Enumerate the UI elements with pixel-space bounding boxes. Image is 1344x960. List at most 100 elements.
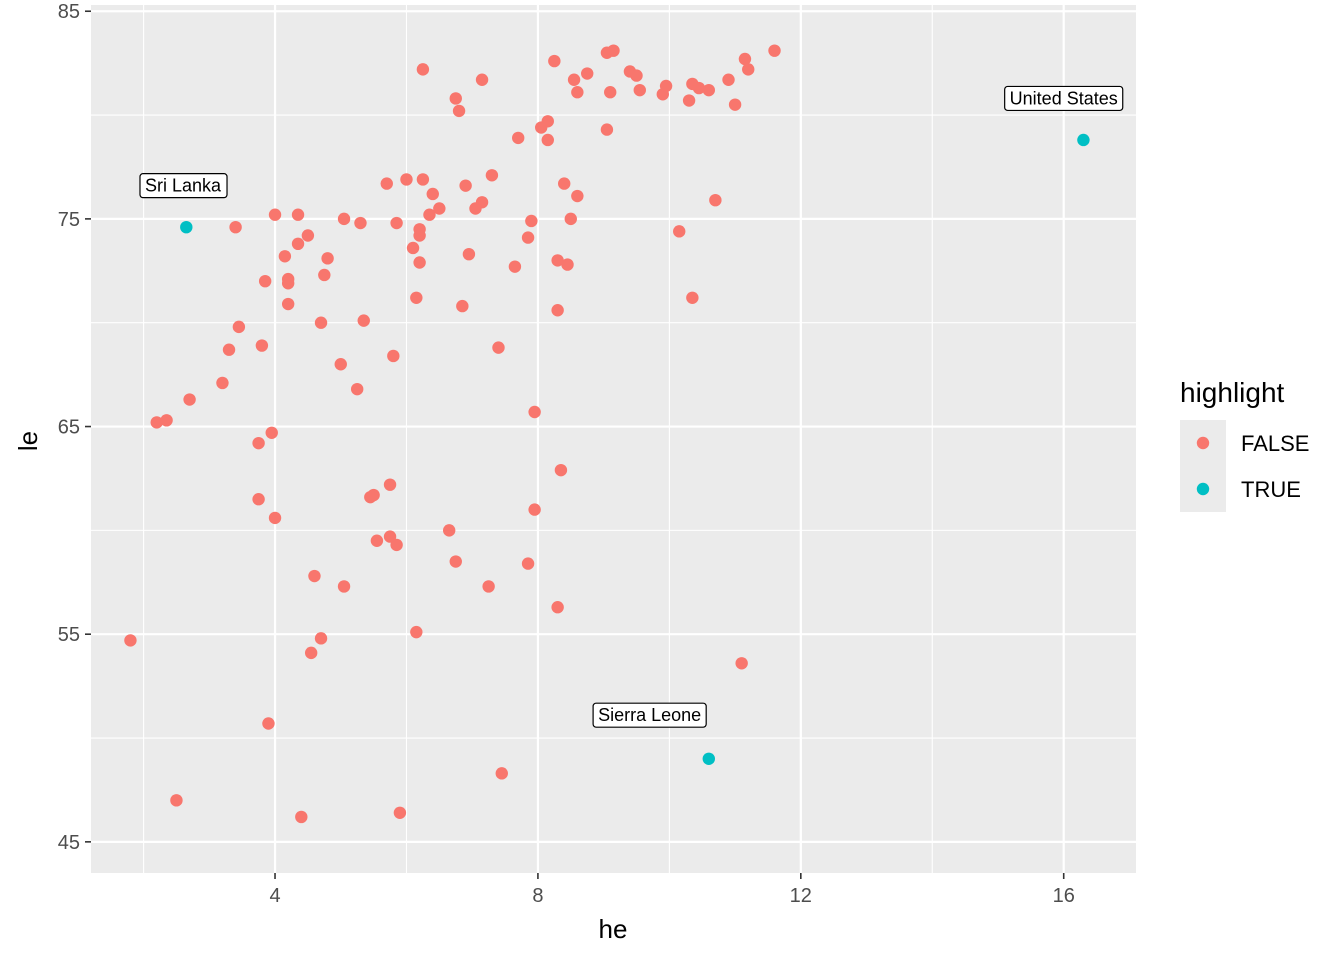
- data-point-false: [291, 237, 305, 251]
- data-points: [124, 44, 1090, 824]
- y-tick-label: 45: [58, 832, 80, 854]
- data-point-false: [410, 625, 423, 639]
- data-point-false: [630, 69, 643, 82]
- data-point-false: [124, 634, 137, 647]
- data-point-true: [1077, 133, 1090, 147]
- data-point-false: [318, 268, 331, 282]
- data-point-false: [334, 358, 347, 371]
- data-point-false: [337, 212, 351, 226]
- data-point-false: [554, 463, 568, 477]
- data-point-false: [492, 341, 505, 354]
- data-point-false: [709, 193, 722, 207]
- legend-title: highlight: [1180, 377, 1285, 408]
- data-point-false: [561, 258, 574, 271]
- data-point-false: [581, 67, 594, 80]
- data-point-false: [268, 511, 282, 525]
- data-point-false: [482, 580, 495, 593]
- data-point-false: [337, 580, 351, 593]
- annotation-text: Sierra Leone: [598, 705, 701, 725]
- data-point-false: [301, 229, 315, 242]
- data-point-false: [423, 208, 436, 221]
- data-point-false: [370, 534, 384, 547]
- annotation-label: Sierra Leone: [592, 702, 707, 728]
- data-point-false: [607, 44, 620, 57]
- y-tick-label: 65: [58, 417, 80, 439]
- data-point-false: [295, 810, 308, 824]
- data-point-false: [387, 349, 400, 363]
- data-point-false: [265, 426, 278, 439]
- x-tick-label: 16: [1053, 885, 1075, 907]
- data-point-false: [183, 393, 196, 406]
- data-point-false: [416, 63, 430, 76]
- data-point-false: [521, 557, 535, 570]
- data-point-false: [571, 189, 584, 203]
- data-point-false: [357, 314, 370, 327]
- data-point-false: [380, 177, 393, 190]
- data-point-false: [551, 601, 564, 614]
- data-point-false: [564, 212, 577, 226]
- data-point-false: [314, 316, 328, 329]
- y-tick-label: 55: [58, 624, 80, 646]
- data-point-false: [393, 806, 407, 819]
- data-point-false: [485, 169, 499, 182]
- data-point-false: [528, 503, 541, 516]
- data-point-false: [416, 173, 430, 186]
- data-point-false: [475, 196, 489, 209]
- data-point-false: [433, 202, 446, 215]
- x-axis-title: he: [599, 914, 628, 944]
- data-point-false: [350, 382, 364, 396]
- data-point-false: [426, 187, 439, 201]
- data-point-false: [456, 299, 469, 313]
- data-point-false: [686, 291, 699, 304]
- data-point-false: [600, 123, 614, 136]
- data-point-false: [571, 86, 584, 99]
- data-point-false: [541, 115, 554, 128]
- data-point-false: [255, 339, 269, 352]
- legend: highlight FALSE TRUE: [1180, 377, 1309, 512]
- data-point-false: [410, 291, 423, 304]
- data-point-false: [383, 478, 397, 491]
- data-point-false: [508, 260, 522, 273]
- annotation-text: Sri Lanka: [145, 176, 222, 196]
- data-point-false: [400, 173, 413, 186]
- data-point-false: [160, 414, 173, 427]
- data-point-false: [258, 274, 272, 288]
- data-point-false: [459, 179, 472, 192]
- data-point-false: [633, 83, 646, 97]
- data-point-false: [525, 214, 538, 228]
- data-point-false: [268, 208, 282, 221]
- data-point-false: [281, 272, 295, 286]
- data-point-false: [728, 98, 742, 111]
- data-point-true: [702, 752, 715, 765]
- data-point-false: [462, 247, 476, 261]
- legend-label-true: TRUE: [1241, 477, 1301, 502]
- data-point-false: [449, 555, 462, 568]
- data-point-false: [367, 488, 380, 502]
- data-point-false: [232, 320, 246, 334]
- data-point-false: [304, 646, 318, 660]
- data-point-false: [390, 538, 403, 552]
- data-point-false: [558, 177, 571, 190]
- data-point-false: [449, 92, 462, 105]
- data-point-true: [180, 220, 193, 234]
- annotation-box: [1004, 85, 1124, 112]
- data-point-false: [216, 376, 229, 390]
- data-point-false: [281, 297, 295, 311]
- data-point-false: [291, 208, 305, 221]
- legend-swatch-false: [1196, 436, 1210, 450]
- data-point-false: [738, 52, 752, 66]
- annotation-box: [139, 173, 228, 199]
- legend-swatch-true: [1196, 482, 1210, 496]
- data-point-false: [452, 104, 466, 118]
- data-point-false: [170, 794, 183, 807]
- data-point-false: [521, 231, 535, 244]
- annotation-label: Sri Lanka: [139, 173, 228, 199]
- data-point-false: [673, 225, 686, 238]
- data-point-false: [442, 524, 456, 537]
- data-point-false: [262, 717, 275, 730]
- data-point-false: [567, 73, 581, 86]
- data-point-false: [541, 133, 554, 147]
- data-point-false: [475, 73, 489, 86]
- axes: 4 8 12 16 45 55 65 75 85: [58, 1, 1075, 907]
- y-axis-title: le: [13, 431, 43, 451]
